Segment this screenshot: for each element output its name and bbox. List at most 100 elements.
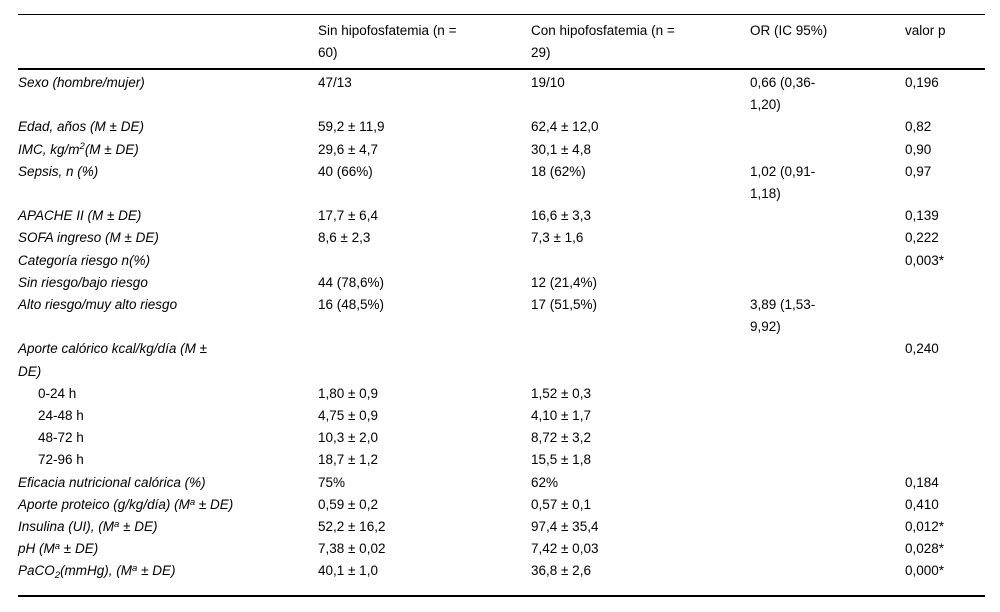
table-row: Aporte proteico (g/kg/día) (Ma ± DE) 0,59…: [18, 494, 985, 516]
cell-or-ic95: 3,89 (1,53- 9,92): [750, 297, 816, 335]
cell-sin-hipofosfatemia: 47/13: [318, 75, 352, 90]
cell-or-ic95: [750, 383, 905, 405]
cell-or-ic95: [750, 538, 905, 560]
row-label: Insulina (UI), (Ma ± DE): [18, 518, 158, 535]
cell-valor-p: 0,028*: [905, 541, 945, 557]
cell-valor-p: [905, 294, 985, 338]
row-label: Aporte calórico kcal/kg/día (M ± DE): [18, 341, 207, 379]
cell-valor-p: 0,196: [905, 75, 939, 90]
cell-valor-p: 0,012*: [905, 519, 945, 535]
cell-sin-hipofosfatemia: [318, 250, 531, 272]
row-label: APACHE II (M ± DE): [18, 208, 142, 224]
header-cell-or-ic95: OR (IC 95%): [750, 14, 905, 70]
cell-sin-hipofosfatemia: 59,2 ± 11,9: [318, 119, 385, 135]
cell-or-ic95: [750, 494, 905, 516]
table-row: 48-72 h 10,3 ± 2,0 8,72 ± 3,2: [18, 427, 985, 449]
table-row: SOFA ingreso (M ± DE) 8,6 ± 2,3 7,3 ± 1,6 0…: [18, 227, 985, 249]
cell-or-ic95: [750, 139, 905, 161]
cell-valor-p: 0,240: [905, 341, 939, 357]
cell-valor-p: 0,222: [905, 230, 939, 246]
table-row: PaCO2(mmHg), (Ma ± DE) 40,1 ± 1,0 36,8 ± 2…: [18, 560, 985, 595]
cell-valor-p: 0,003*: [905, 252, 945, 268]
row-label: pH (Ma ± DE): [18, 541, 99, 557]
cell-or-ic95: [750, 449, 905, 471]
cell-con-hipofosfatemia: 8,72 ± 3,2: [531, 430, 591, 446]
cell-sin-hipofosfatemia: 29,6 ± 4,7: [318, 141, 378, 157]
results-table: Sin hipofosfatemia (n = 60) Con hipofosf…: [18, 14, 985, 597]
header-row: Sin hipofosfatemia (n = 60) Con hipofosf…: [18, 14, 985, 70]
cell-con-hipofosfatemia: 4,10 ± 1,7: [531, 408, 591, 424]
table-header: Sin hipofosfatemia (n = 60) Con hipofosf…: [18, 14, 985, 70]
cell-sin-hipofosfatemia: 4,75 ± 0,9: [318, 408, 378, 424]
table-row: pH (Ma ± DE) 7,38 ± 0,02 7,42 ± 0,03 0,028*: [18, 538, 985, 560]
cell-valor-p: 0,184: [905, 474, 939, 490]
cell-con-hipofosfatemia: 7,42 ± 0,03: [531, 541, 599, 557]
header-cell-variable: [18, 14, 318, 70]
header-cell-valor-p: valor p: [905, 14, 985, 70]
table-row: Alto riesgo/muy alto riesgo 16 (48,5%) 17 …: [18, 294, 985, 338]
cell-sin-hipofosfatemia: [318, 338, 531, 382]
cell-or-ic95: [750, 227, 905, 249]
table-row: APACHE II (M ± DE) 17,7 ± 6,4 16,6 ± 3,3 0,…: [18, 205, 985, 227]
cell-sin-hipofosfatemia: 8,6 ± 2,3: [318, 230, 371, 246]
cell-or-ic95: [750, 205, 905, 227]
cell-sin-hipofosfatemia: 44 (78,6%): [318, 274, 385, 290]
cell-valor-p: 0,82: [905, 119, 932, 135]
cell-con-hipofosfatemia: 97,4 ± 35,4: [531, 519, 599, 535]
row-label: Edad, años (M ± DE): [18, 119, 144, 135]
table-row: Insulina (UI), (Ma ± DE) 52,2 ± 16,2 97,4 …: [18, 516, 985, 538]
cell-con-hipofosfatemia: 1,52 ± 0,3: [531, 385, 591, 401]
cell-con-hipofosfatemia: [531, 250, 750, 272]
cell-or-ic95: [750, 272, 905, 294]
cell-sin-hipofosfatemia: 40,1 ± 1,0: [318, 563, 378, 579]
cell-con-hipofosfatemia: 17 (51,5%): [531, 297, 598, 313]
table-row: 0-24 h 1,80 ± 0,9 1,52 ± 0,3: [18, 383, 985, 405]
cell-con-hipofosfatemia: 18 (62%): [531, 163, 586, 179]
cell-con-hipofosfatemia: 7,3 ± 1,6: [531, 230, 584, 246]
row-label: Alto riesgo/muy alto riesgo: [18, 297, 178, 313]
cell-sin-hipofosfatemia: 7,38 ± 0,02: [318, 541, 386, 557]
row-label: 24-48 h: [38, 408, 84, 424]
row-label: Sepsis, n (%): [18, 163, 99, 179]
cell-valor-p: 0,97: [905, 163, 932, 179]
cell-valor-p: [905, 383, 985, 405]
cell-sin-hipofosfatemia: 16 (48,5%): [318, 297, 385, 313]
cell-or-ic95: [750, 560, 905, 595]
row-label: Aporte proteico (g/kg/día) (Ma ± DE): [18, 496, 234, 512]
row-label: Categoría riesgo n(%): [18, 252, 151, 268]
row-label: Sexo (hombre/mujer): [18, 75, 145, 90]
cell-or-ic95: 0,66 (0,36- 1,20): [750, 75, 816, 113]
cell-or-ic95: [750, 338, 905, 382]
row-label: Eficacia nutricional calórica (%): [18, 474, 206, 490]
cell-or-ic95: [750, 405, 905, 427]
table-row: Sepsis, n (%) 40 (66%) 18 (62%) 1,02 (0,91-…: [18, 161, 985, 205]
header-cell-sin-hipofosfatemia: Sin hipofosfatemia (n = 60): [318, 14, 531, 70]
cell-con-hipofosfatemia: 0,57 ± 0,1: [531, 496, 591, 512]
table-row: 24-48 h 4,75 ± 0,9 4,10 ± 1,7: [18, 405, 985, 427]
row-label: 0-24 h: [38, 385, 77, 401]
cell-valor-p: 0,139: [905, 208, 939, 224]
cell-sin-hipofosfatemia: 52,2 ± 16,2: [318, 519, 386, 535]
row-label: IMC, kg/m2(M ± DE): [18, 141, 139, 157]
cell-con-hipofosfatemia: 36,8 ± 2,6: [531, 563, 591, 579]
cell-or-ic95: [750, 250, 905, 272]
cell-valor-p: [905, 405, 985, 427]
cell-sin-hipofosfatemia: 18,7 ± 1,2: [318, 452, 378, 468]
cell-or-ic95: 1,02 (0,91- 1,18): [750, 163, 816, 202]
cell-or-ic95: [750, 472, 905, 494]
cell-valor-p: [905, 449, 985, 471]
cell-or-ic95: [750, 116, 905, 138]
cell-sin-hipofosfatemia: 10,3 ± 2,0: [318, 430, 378, 446]
cell-sin-hipofosfatemia: 17,7 ± 6,4: [318, 208, 378, 224]
row-label: PaCO2(mmHg), (Ma ± DE): [18, 563, 176, 582]
cell-sin-hipofosfatemia: 0,59 ± 0,2: [318, 496, 378, 512]
table-row: Categoría riesgo n(%) 0,003*: [18, 250, 985, 272]
table-row: Sexo (hombre/mujer) 47/13 19/10 0,66 (0,36-…: [18, 69, 985, 116]
cell-con-hipofosfatemia: 15,5 ± 1,8: [531, 452, 591, 468]
cell-con-hipofosfatemia: 62%: [531, 474, 559, 490]
cell-or-ic95: [750, 516, 905, 538]
cell-sin-hipofosfatemia: 75%: [318, 474, 346, 490]
cell-con-hipofosfatemia: 62,4 ± 12,0: [531, 119, 599, 135]
table-row: 72-96 h 18,7 ± 1,2 15,5 ± 1,8: [18, 449, 985, 471]
table-body: Sexo (hombre/mujer) 47/13 19/10 0,66 (0,36-…: [18, 69, 985, 596]
